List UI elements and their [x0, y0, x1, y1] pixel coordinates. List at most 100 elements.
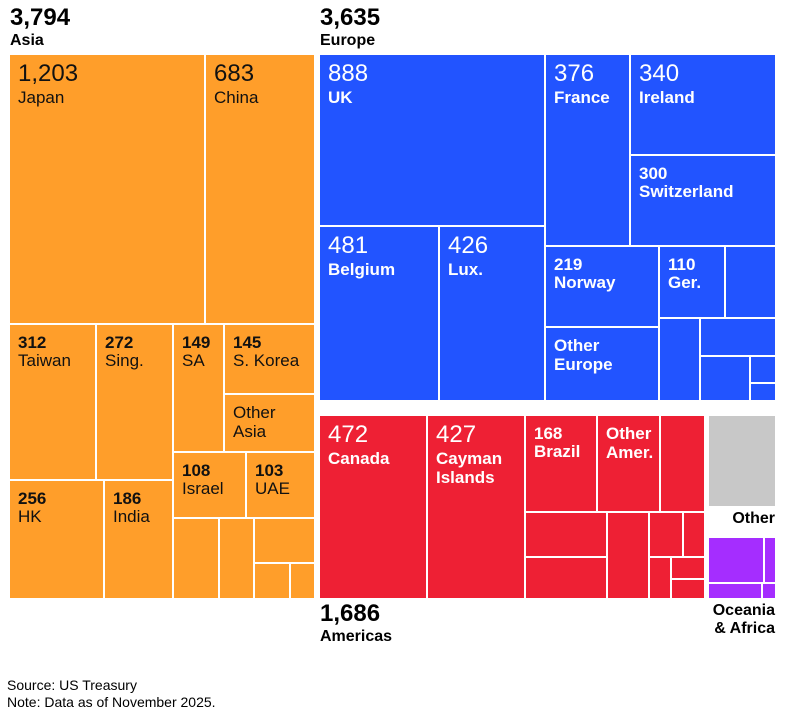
treemap-cell-unlabeled: [701, 357, 749, 400]
source-note: Source: US Treasury: [7, 677, 137, 693]
treemap-cell-unlabeled: [672, 580, 704, 598]
treemap-cell-hk: 256 HK: [10, 481, 103, 598]
treemap-cell-norway: 219 Norway: [546, 247, 658, 326]
cell-value: 272: [105, 333, 134, 352]
treemap-cell-unlabeled: [608, 513, 648, 598]
treemap-cell-unlabeled: [255, 519, 314, 562]
treemap-cell-sing: 272 Sing.: [97, 325, 172, 479]
cell-value: 300: [639, 164, 668, 183]
treemap-cell-unlabeled: [726, 247, 775, 317]
treemap-cell-france: 376 France: [546, 55, 629, 245]
cell-label: Ger.: [668, 273, 702, 292]
cell-label: France: [554, 88, 610, 107]
cell-value: 481: [328, 232, 369, 259]
cell-value: 426: [448, 232, 489, 259]
cell-label: Israel: [182, 479, 224, 498]
cell-value: 108: [182, 461, 211, 480]
cell-value: 186: [113, 489, 142, 508]
cell-label: Canada: [328, 449, 390, 468]
treemap-cell-japan: 1,203 Japan: [10, 55, 204, 323]
treemap-cell-unlabeled: [672, 558, 704, 578]
treemap-cell-taiwan: 312 Taiwan: [10, 325, 95, 479]
group-total-americas: 1,686: [320, 600, 381, 627]
treemap-cell-uk: 888 UK: [320, 55, 544, 225]
cell-label: Sing.: [105, 351, 144, 370]
cell-value: 427: [436, 421, 477, 448]
cell-value: 683: [214, 60, 255, 87]
data-note: Note: Data as of November 2025.: [7, 694, 216, 710]
treemap-cell-unlabeled: [650, 558, 670, 598]
treemap-cell-unlabeled: [526, 558, 606, 598]
treemap-cell-india: 186 India: [105, 481, 172, 598]
treemap-cell-unlabeled: [765, 538, 775, 582]
group-total-europe: 3,635: [320, 4, 381, 31]
treemap-cell-unlabeled: [660, 319, 699, 400]
treemap-cell-unlabeled: [255, 564, 289, 598]
treemap-cell-ireland: 340 Ireland: [631, 55, 775, 154]
cell-value: 312: [18, 333, 47, 352]
cell-label: Other Amer.: [606, 424, 654, 462]
treemap-cell-china: 683 China: [206, 55, 314, 323]
treemap-cell-unlabeled: [763, 584, 775, 598]
cell-label: UK: [328, 88, 353, 107]
cell-value: 103: [255, 461, 284, 480]
cell-label: India: [113, 507, 150, 526]
cell-value: 472: [328, 421, 369, 448]
cell-label: Belgium: [328, 260, 396, 279]
cell-label: Japan: [18, 88, 65, 107]
cell-value: 256: [18, 489, 47, 508]
cell-label: Switzerland: [639, 182, 734, 201]
treemap-cell-other-amer: Other Amer.: [598, 416, 659, 511]
cell-label: SA: [182, 351, 205, 370]
cell-label: China: [214, 88, 259, 107]
treemap-cell-unlabeled: [701, 319, 775, 355]
cell-label: Cayman Islands: [436, 449, 503, 487]
group-label-americas: Americas: [320, 628, 393, 645]
cell-label: Other Europe: [554, 336, 613, 374]
cell-value: 145: [233, 333, 262, 352]
treemap-cell-other-asia: Other Asia: [225, 395, 314, 451]
treemap-cell-unlabeled: [291, 564, 314, 598]
treemap-cell-unlabeled: [751, 384, 775, 400]
treemap-cell-unlabeled: [661, 416, 704, 511]
treemap-cell-unlabeled: [174, 519, 218, 598]
cell-label: Taiwan: [18, 351, 71, 370]
treemap-cell-ger: 110 Ger.: [660, 247, 724, 317]
cell-label: UAE: [255, 479, 290, 498]
treemap-cell-unlabeled: [684, 513, 704, 556]
cell-value: 340: [639, 60, 680, 87]
treemap-cell-belgium: 481 Belgium: [320, 227, 438, 400]
treemap-cell-unlabeled: [709, 584, 761, 598]
treemap-cell-other-europe: Other Europe: [546, 328, 658, 400]
treemap-cell-cayman-islands: 427 Cayman Islands: [428, 416, 524, 598]
treemap-cell-unlabeled: [220, 519, 253, 598]
cell-label: S. Korea: [233, 351, 300, 370]
treemap-cell-israel: 108 Israel: [174, 453, 245, 517]
treemap-cell-unlabeled: [751, 357, 775, 382]
cell-label: Norway: [554, 273, 616, 292]
cell-value: 110: [668, 255, 696, 274]
group-label-oceania-africa: Oceania & Africa: [712, 602, 775, 637]
treemap-cell-brazil: 168 Brazil: [526, 416, 596, 511]
treemap-cell-sa: 149 SA: [174, 325, 223, 451]
cell-value: 376: [554, 60, 595, 87]
group-label-europe: Europe: [320, 32, 376, 49]
group-label-other: Other: [732, 510, 775, 527]
treemap-cell-uae: 103 UAE: [247, 453, 314, 517]
cell-label: Ireland: [639, 88, 695, 107]
cell-label: Other Asia: [233, 403, 276, 441]
cell-value: 1,203: [18, 60, 79, 87]
group-total-asia: 3,794: [10, 4, 71, 31]
cell-value: 219: [554, 255, 583, 274]
cell-value: 888: [328, 60, 369, 87]
treemap-cell-canada: 472 Canada: [320, 416, 426, 598]
cell-value: 168: [534, 424, 563, 443]
cell-label: HK: [18, 507, 42, 526]
treemap-cell-switzerland: 300 Switzerland: [631, 156, 775, 245]
group-label-asia: Asia: [10, 32, 44, 49]
cell-label: Lux.: [448, 260, 483, 279]
treemap-cell-lux: 426 Lux.: [440, 227, 544, 400]
treemap-cell-unlabeled: [650, 513, 682, 556]
cell-value: 149: [182, 333, 211, 352]
